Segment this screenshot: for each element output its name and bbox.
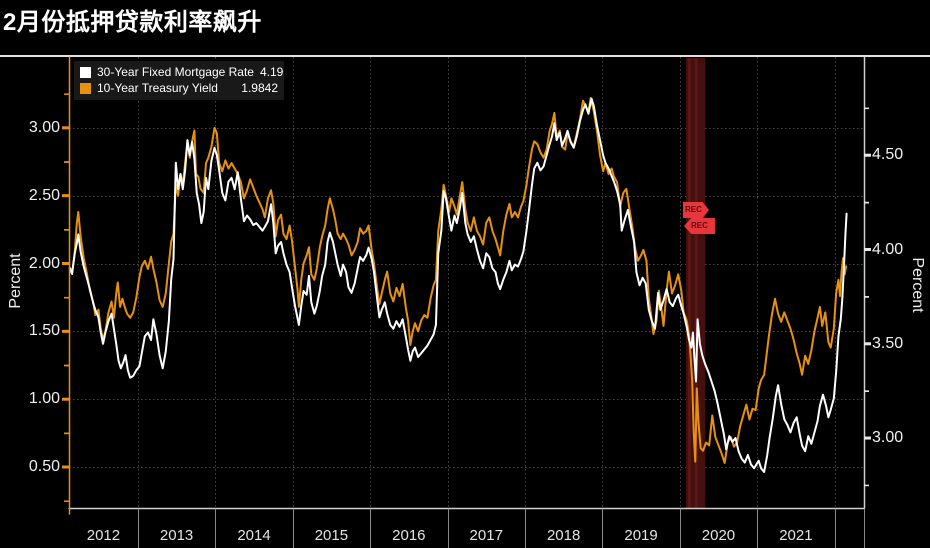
y-axis-right-title: Percent xyxy=(909,257,926,313)
y-axis-left-tick-label: 1.00 xyxy=(28,390,60,408)
x-axis-tick-label: 2017 xyxy=(469,527,503,544)
x-axis-tick-label: 2019 xyxy=(624,527,658,544)
legend-value-mortgage: 4.19 xyxy=(259,65,284,79)
x-axis-tick-label: 2014 xyxy=(237,527,271,544)
y-axis-left-tick-label: 0.50 xyxy=(28,458,60,476)
x-axis-tick-label: 2015 xyxy=(314,527,349,544)
legend-swatch-mortgage xyxy=(80,66,91,78)
recession-flag-top[interactable]: REC xyxy=(682,202,709,218)
x-axis-tick-label: 2016 xyxy=(392,527,426,544)
legend-label-mortgage: 30-Year Fixed Mortgage Rate xyxy=(97,65,254,79)
x-axis-tick-label: 2020 xyxy=(701,527,736,544)
legend-label-treasury: 10-Year Treasury Yield xyxy=(97,81,218,95)
legend-swatch-treasury xyxy=(80,82,91,94)
legend-item-mortgage[interactable]: 30-Year Fixed Mortgage Rate 4.19 xyxy=(80,64,283,80)
chart-legend: 30-Year Fixed Mortgage Rate 4.19 10-Year… xyxy=(74,61,284,100)
y-axis-left-tick-label: 2.00 xyxy=(28,254,60,272)
y-axis-left-tick-label: 3.00 xyxy=(28,118,60,136)
x-axis-tick-label: 2021 xyxy=(779,527,813,544)
x-axis-tick-label: 2012 xyxy=(86,527,121,544)
recession-flag-bottom[interactable]: REC xyxy=(683,218,715,234)
legend-value-treasury: 1.9842 xyxy=(241,81,278,95)
y-axis-right-tick-label: 4.50 xyxy=(872,146,904,164)
y-axis-left-tick-label: 2.50 xyxy=(28,186,60,204)
x-axis-tick-label: 2018 xyxy=(546,527,581,544)
legend-item-treasury[interactable]: 10-Year Treasury Yield 1.9842 xyxy=(80,80,278,96)
y-axis-left-tick-label: 1.50 xyxy=(28,322,60,340)
x-axis-tick-label: 2013 xyxy=(159,527,194,544)
y-axis-right-tick-label: 3.50 xyxy=(872,334,904,352)
y-axis-right-tick-label: 3.00 xyxy=(872,429,904,447)
y-axis-right-tick-label: 4.00 xyxy=(872,240,904,258)
